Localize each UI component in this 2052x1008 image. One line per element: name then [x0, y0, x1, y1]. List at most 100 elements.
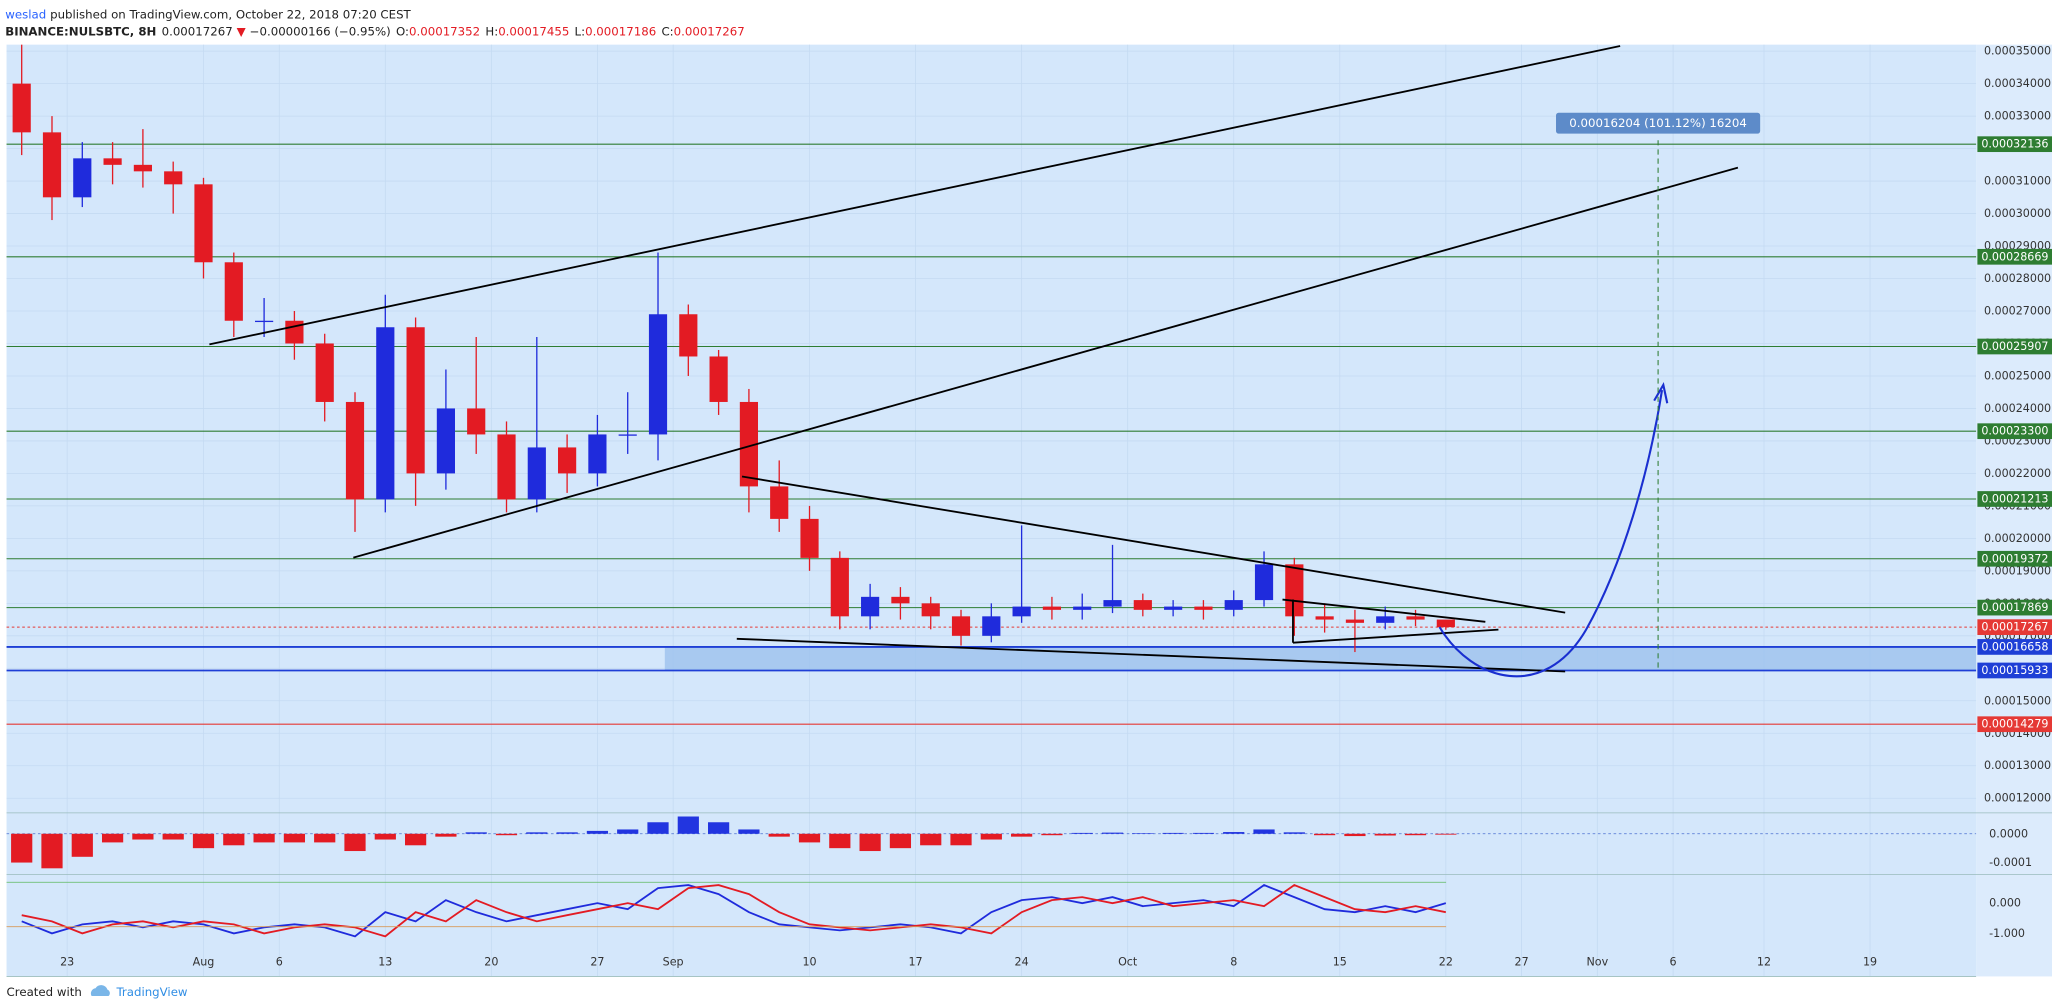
ohlc-label: C:: [661, 25, 673, 39]
candle-body: [224, 262, 243, 321]
histogram-bar: [1223, 832, 1245, 834]
level-label-bg: [1977, 338, 2052, 355]
arrow-head: [1653, 382, 1669, 404]
histogram-bar: [1041, 833, 1063, 836]
x-tick-label: 22: [1439, 956, 1453, 969]
histogram-bar: [1132, 833, 1154, 834]
projection-arrow: [1438, 389, 1664, 678]
level-label-bg: [1977, 550, 2052, 567]
candle-body: [1345, 619, 1365, 623]
histogram-bar: [11, 833, 33, 863]
y-tick-label: 0.00012000: [1984, 792, 2051, 805]
level-label: 0.00016658: [1981, 640, 2048, 653]
candle-body: [770, 486, 789, 519]
candle-body: [345, 401, 365, 500]
histogram-bar: [1011, 833, 1033, 837]
trend-line: [1282, 598, 1486, 623]
y-tick-label: 0.0000: [1989, 827, 2028, 840]
y-tick-label: 0.00024000: [1984, 402, 2051, 415]
histogram-bar: [556, 832, 578, 834]
x-tick-label: Nov: [1586, 956, 1608, 969]
histogram-bar: [495, 833, 518, 836]
histogram-bar: [1344, 833, 1366, 837]
level-label: 0.00028669: [1981, 250, 2048, 263]
candle-body: [588, 434, 607, 474]
ohlc-value: 0.00017455: [498, 25, 569, 39]
candle-body: [42, 132, 62, 198]
y-tick-label: 0.00020000: [1984, 532, 2051, 545]
candle-body: [103, 158, 122, 165]
candle-body: [618, 434, 637, 436]
y-tick-label: 0.00013000: [1984, 759, 2051, 772]
candle-body: [1012, 606, 1031, 617]
measure-label-bg: [1556, 112, 1761, 134]
histogram-bar: [435, 833, 457, 837]
histogram-bar: [71, 833, 93, 857]
candle-body: [861, 596, 880, 617]
candle-body: [1133, 600, 1152, 610]
candle-body: [739, 401, 759, 487]
candle-body: [982, 616, 1001, 636]
symbol: BINANCE:NULSBTC, 8H: [5, 25, 156, 39]
histogram-bar: [708, 822, 730, 834]
histogram-bar: [980, 833, 1002, 840]
histogram-bar: [253, 833, 275, 843]
y-tick-label: 0.00015000: [1984, 694, 2051, 707]
candle-body: [73, 158, 92, 198]
histogram-bar: [798, 833, 821, 843]
level-label: 0.00017869: [1981, 601, 2048, 614]
y-tick-label: 0.00033000: [1984, 110, 2051, 123]
y-tick-label: 0.00022000: [1984, 467, 2051, 480]
candle-body: [558, 447, 577, 474]
level-label-bg: [1977, 619, 2052, 636]
level-label: 0.00014279: [1981, 718, 2048, 731]
histogram-bar: [192, 833, 215, 849]
histogram-bar: [586, 830, 609, 834]
down-arrow: ▼: [237, 25, 247, 39]
y-tick-label: 0.000: [1989, 897, 2021, 910]
histogram-bar: [647, 822, 669, 834]
measure-label: 0.00016204 (101.12%) 16204: [1569, 116, 1747, 130]
candle-body: [1164, 606, 1183, 610]
candle-body: [376, 327, 395, 500]
level-label-bg: [1977, 599, 2052, 616]
histogram-bar: [1101, 832, 1124, 834]
y-tick-label: 0.00031000: [1984, 175, 2051, 188]
symbol-line: BINANCE:NULSBTC, 8H 0.00017267 ▼ −0.0000016…: [5, 25, 745, 39]
candle-body: [951, 616, 971, 636]
x-tick-label: 6: [1670, 956, 1677, 969]
trend-line: [209, 45, 1621, 346]
ohlc-label: L:: [575, 25, 586, 39]
candle-body: [1406, 616, 1425, 620]
footer-created: Created with: [7, 985, 82, 999]
candle-body: [164, 171, 183, 185]
change: −0.00000166 (−0.95%): [250, 25, 391, 39]
x-tick-label: 27: [590, 956, 604, 969]
trend-line: [1292, 628, 1499, 644]
x-tick-label: 6: [276, 956, 283, 969]
candle-body: [1194, 606, 1213, 610]
level-label: 0.00017267: [1981, 621, 2048, 634]
candle-body: [133, 164, 152, 172]
header-line: weslad published on TradingView.com, Octo…: [5, 8, 411, 22]
candle-body: [406, 327, 425, 474]
histogram-bar: [223, 833, 245, 846]
level-label-bg: [1977, 136, 2052, 153]
candle-body: [921, 603, 940, 617]
candle-body: [679, 314, 698, 357]
candle-body: [497, 434, 516, 500]
y-tick-label: 0.00035000: [1984, 45, 2051, 58]
ohlc-value: 0.00017186: [585, 25, 656, 39]
candle-body: [1224, 600, 1243, 610]
ohlc-label: H:: [485, 25, 498, 39]
candle-body: [830, 557, 849, 617]
stoch-line: [21, 884, 1447, 938]
x-tick-label: 13: [378, 956, 392, 969]
footer-brand[interactable]: TradingView: [115, 985, 187, 999]
x-tick-label: Sep: [663, 956, 684, 969]
candle-body: [527, 447, 546, 500]
y-tick-label: -1.000: [1989, 927, 2025, 940]
histogram-bar: [404, 833, 427, 846]
x-tick-label: 20: [484, 956, 498, 969]
level-label-bg: [1977, 639, 2052, 655]
